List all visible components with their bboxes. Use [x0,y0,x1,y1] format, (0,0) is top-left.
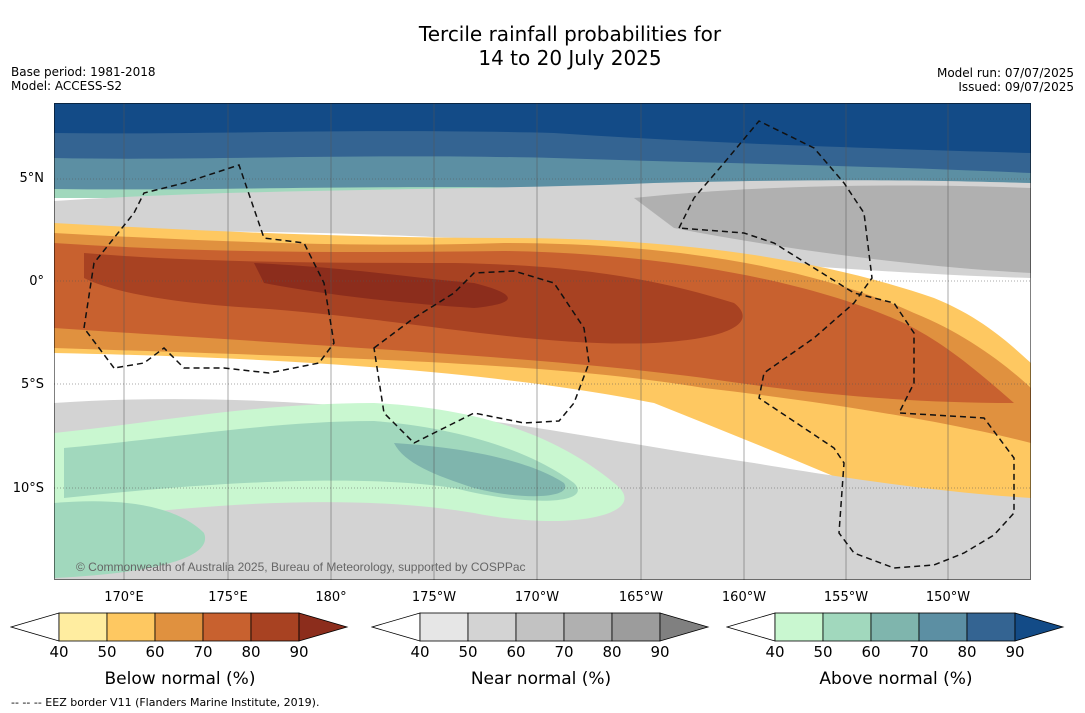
colorbar-swatch [202,612,252,642]
lat-label-5n: 5°N [19,171,45,186]
cb-above-tick: 90 [1005,643,1025,661]
issued-date: Issued: 09/07/2025 [958,80,1074,94]
colorbar-swatch [870,612,920,642]
colorbar-high-extend [1014,612,1065,642]
cb-above-tick: 60 [861,643,881,661]
title-line-2: 14 to 20 July 2025 [478,46,662,70]
lat-label-5s: 5°S [20,377,44,392]
colorbar-swatch [966,612,1016,642]
near-band-north-dark [634,185,1031,273]
colorbar-swatch [774,612,824,642]
eez-line-islands [677,120,1015,569]
lon-label-165w: 165°W [618,590,664,605]
graticule [54,178,1031,489]
colorbar-low-extend [9,612,60,642]
lat-label-0: 0° [29,274,44,289]
cb-near-tick: 40 [410,643,430,661]
cb-below-tick: 70 [193,643,213,661]
cb-above-tick: 80 [957,643,977,661]
cb-below-tick: 80 [241,643,261,661]
forecast-map: © Commonwealth of Australia 2025, Bureau… [54,103,1031,580]
colorbar-above-label: Above normal (%) [819,669,973,689]
colorbar-above-ticks: 40 50 60 70 80 90 [726,643,1066,663]
eez-borders [83,120,1015,569]
cb-near-tick: 80 [602,643,622,661]
colorbar-swatch [467,612,517,642]
graticule-lon [123,103,949,580]
model-name: Model: ACCESS-S2 [11,79,123,93]
colorbar-near-ticks: 40 50 60 70 80 90 [371,643,711,663]
colorbar-low-extend [725,612,776,642]
lon-label-150w: 150°W [925,590,971,605]
cb-below-tick: 60 [145,643,165,661]
colorbar-swatch [154,612,204,642]
above-south-60 [64,421,578,501]
cb-near-tick: 50 [458,643,478,661]
lon-label-180: 180° [315,590,347,605]
lon-label-155w: 155°W [823,590,869,605]
lat-label-10s: 10°S [12,481,44,496]
colorbar-near-label: Near normal (%) [470,669,612,689]
colorbar-below-label: Below normal (%) [104,669,256,689]
cb-above-tick: 50 [813,643,833,661]
colorbar-above: 40 50 60 70 80 90 Above normal (%) [725,612,1066,689]
cb-near-tick: 90 [650,643,670,661]
colorbar-swatch [611,612,661,642]
cb-below-tick: 40 [49,643,69,661]
model-run: Model run: 07/07/2025 [936,66,1074,80]
colorbar-above-swatches [725,612,1065,642]
lon-label-175w: 175°W [411,590,457,605]
cb-above-tick: 40 [765,643,785,661]
colorbar-swatch [918,612,968,642]
eez-footnote: -- -- -- EEZ border V11 (Flanders Marine… [11,696,320,709]
map-title: Tercile rainfall probabilities for 14 to… [0,22,1085,70]
lon-label-170e: 170°E [104,590,144,605]
colorbar-swatch [419,612,469,642]
colorbar-below-swatches [9,612,349,642]
map-credit: © Commonwealth of Australia 2025, Bureau… [76,560,526,574]
lon-label-160w: 160°W [721,590,767,605]
colorbar-near-swatches [370,612,710,642]
cb-above-tick: 70 [909,643,929,661]
colorbar-swatch [515,612,565,642]
above-southwest [54,501,206,578]
above-south-70 [394,443,566,497]
meta-left: Base period: 1981-2018 Model: ACCESS-S2 [11,65,156,93]
colorbar-swatch [58,612,108,642]
colorbar-swatch [106,612,156,642]
colorbar-high-extend [659,612,710,642]
eez-kiribati-gilbert [83,164,335,374]
colorbar-low-extend [370,612,421,642]
colorbar-high-extend [298,612,349,642]
below-core [254,263,508,308]
colorbar-near: 40 50 60 70 80 90 Near normal (%) [370,612,711,689]
cb-below-tick: 90 [289,643,309,661]
lon-label-170w: 170°W [514,590,560,605]
above-band-90 [54,103,1031,153]
colorbar-below: 40 50 60 70 80 90 Below normal (%) [9,612,350,689]
base-period: Base period: 1981-2018 [11,65,156,79]
cb-below-tick: 50 [97,643,117,661]
meta-right: Model run: 07/07/2025 Issued: 09/07/2025 [937,66,1074,94]
cb-near-tick: 60 [506,643,526,661]
colorbar-below-ticks: 40 50 60 70 80 90 [10,643,350,663]
colorbar-swatch [822,612,872,642]
colorbar-swatch [563,612,613,642]
lon-label-175e: 175°E [208,590,248,605]
eez-kiribati-phoenix [373,270,590,444]
map-frame [54,103,1031,580]
title-line-1: Tercile rainfall probabilities for [418,22,722,46]
cb-near-tick: 70 [554,643,574,661]
colorbar-swatch [250,612,300,642]
